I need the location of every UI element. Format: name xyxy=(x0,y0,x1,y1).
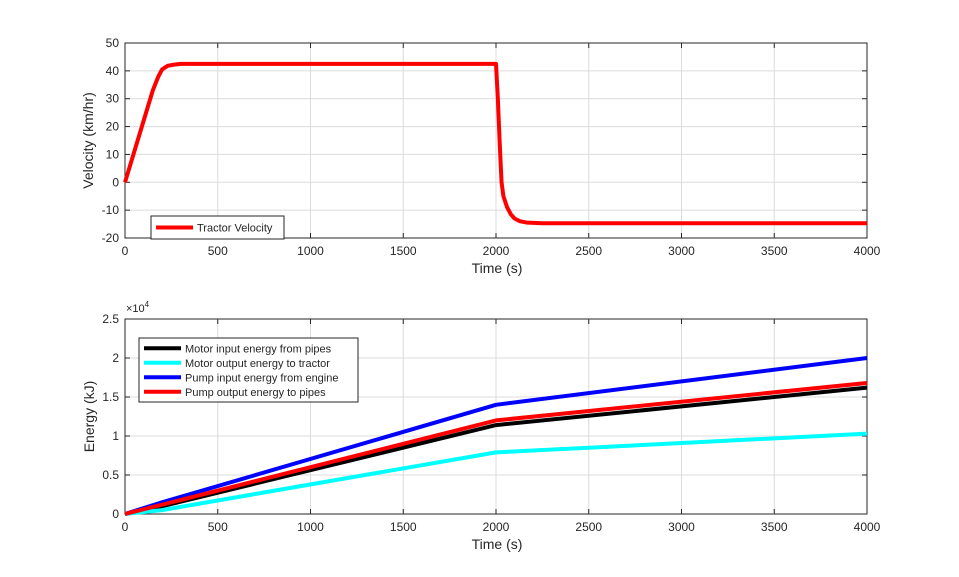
velocity-x-tick-label: 0 xyxy=(122,244,129,258)
velocity-legend-box xyxy=(150,215,285,240)
velocity-y-tick-label: 40 xyxy=(106,64,120,78)
energy-legend-label-0: Motor input energy from pipes xyxy=(185,343,332,355)
velocity-y-tick-label: -10 xyxy=(102,203,120,217)
velocity-y-tick-label: 30 xyxy=(106,92,120,106)
velocity-legend: Tractor Velocity xyxy=(150,215,285,240)
energy-legend-label-2: Pump input energy from engine xyxy=(185,372,338,384)
velocity-x-axis-label: Time (s) xyxy=(472,260,523,276)
energy-x-tick-label: 4000 xyxy=(854,520,881,534)
energy-x-axis-label: Time (s) xyxy=(472,536,523,552)
energy-x-tick-label: 3000 xyxy=(668,520,695,534)
velocity-x-tick-label: 500 xyxy=(208,244,228,258)
velocity-legend-label-0: Tractor Velocity xyxy=(197,223,273,235)
velocity-y-tick-label: 50 xyxy=(106,36,120,50)
energy-y-axis-label: Energy (kJ) xyxy=(81,381,97,453)
velocity-ticks: 0 500 1000 1500 2000 2500 3000 3500 4000 -20 -10 0 1… xyxy=(102,36,881,258)
velocity-y-tick-label: 0 xyxy=(112,175,119,189)
energy-series-line-3 xyxy=(124,380,868,516)
energy-ticks: 0 500 1000 1500 2000 2500 3000 3500 4000 0 0.5 1 1.5… xyxy=(102,312,880,534)
energy-legend-label-1: Motor output energy to tractor xyxy=(185,358,330,370)
energy-x-tick-label: 1500 xyxy=(390,520,417,534)
energy-y-tick-label: 2.5 xyxy=(102,312,119,326)
energy-x-tick-label: 2000 xyxy=(483,520,510,534)
energy-axes: 0 500 1000 1500 2000 2500 3000 3500 4000 0 0.5 1 1.5… xyxy=(81,300,881,552)
energy-legend-label-3: Pump output energy to pipes xyxy=(185,387,326,399)
velocity-x-tick-label: 2500 xyxy=(575,244,602,258)
velocity-y-tick-label: -20 xyxy=(102,231,120,245)
energy-y-tick-label: 2 xyxy=(112,351,119,365)
velocity-axes: 0 500 1000 1500 2000 2500 3000 3500 4000 -20 -10 0 1… xyxy=(80,36,881,276)
energy-y-tick-label: 0.5 xyxy=(102,468,119,482)
energy-x-tick-label: 3500 xyxy=(761,520,788,534)
energy-x-tick-label: 2500 xyxy=(575,520,602,534)
velocity-x-tick-label: 2000 xyxy=(483,244,510,258)
energy-legend: Motor input energy from pipes Motor outpu… xyxy=(138,337,359,403)
energy-y-tick-label: 0 xyxy=(112,507,119,521)
velocity-y-tick-label: 10 xyxy=(106,147,120,161)
energy-x-tick-label: 500 xyxy=(208,520,228,534)
velocity-x-tick-label: 3500 xyxy=(761,244,788,258)
velocity-x-tick-label: 1000 xyxy=(297,244,324,258)
velocity-x-tick-label: 4000 xyxy=(854,244,881,258)
energy-series xyxy=(124,356,868,516)
energy-y-tick-label: 1.5 xyxy=(102,390,119,404)
energy-series-line-1 xyxy=(124,431,868,516)
velocity-grid xyxy=(125,43,867,238)
energy-x-tick-label: 0 xyxy=(122,520,129,534)
velocity-x-tick-label: 3000 xyxy=(668,244,695,258)
velocity-series xyxy=(123,61,867,226)
velocity-y-axis-label: Velocity (km/hr) xyxy=(80,92,96,188)
energy-exponent-label: ×104 xyxy=(126,300,150,315)
velocity-series-line-0 xyxy=(123,61,867,226)
energy-x-tick-label: 1000 xyxy=(297,520,324,534)
energy-y-tick-label: 1 xyxy=(112,429,119,443)
velocity-x-tick-label: 1500 xyxy=(390,244,417,258)
velocity-y-tick-label: 20 xyxy=(106,120,120,134)
